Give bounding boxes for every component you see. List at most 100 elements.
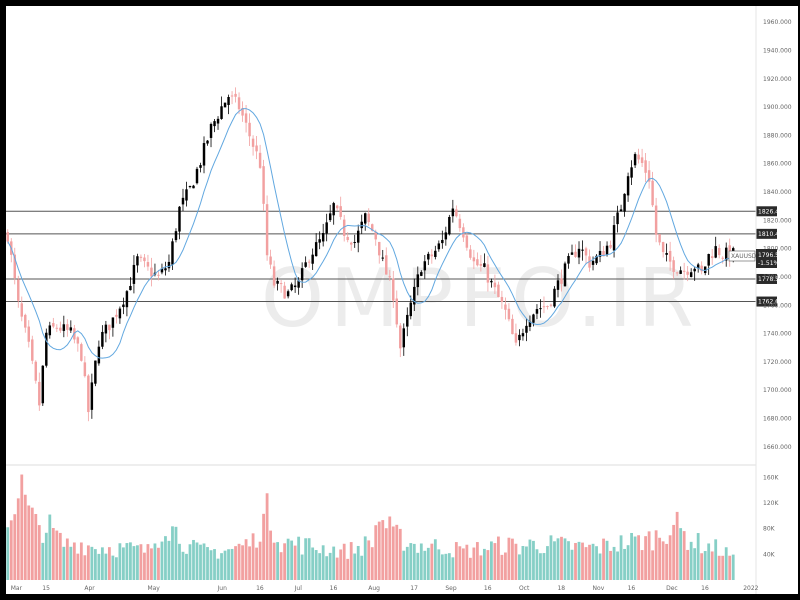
volume-bar — [136, 545, 139, 580]
volume-bar — [703, 551, 707, 580]
axis-tags: 1796.550 -1.51% XAUUSD — [728, 249, 787, 268]
volume-bar — [370, 547, 374, 580]
volume-bar — [612, 546, 616, 580]
price-tick-label: 1780.000 — [763, 274, 792, 281]
symbol-label: XAUUSD — [731, 253, 757, 260]
candle-body — [602, 251, 605, 257]
candle-body — [24, 314, 27, 328]
candle-body — [66, 324, 69, 330]
candle-body — [111, 317, 115, 328]
candle-body — [220, 106, 223, 119]
candle-body — [104, 324, 108, 334]
volume-bar — [514, 543, 518, 580]
candle-body — [612, 225, 616, 251]
symbol-label-box — [728, 250, 756, 262]
candle-body — [188, 186, 192, 188]
volume-bar — [528, 539, 532, 580]
volume-bar — [395, 524, 399, 580]
volume-bar — [553, 541, 556, 580]
time-tick-label: Oct — [519, 585, 530, 592]
volume-bar — [405, 546, 409, 580]
volume-bar — [367, 540, 371, 580]
volume-bar — [479, 555, 483, 580]
candle-body — [700, 265, 703, 272]
candle-body — [724, 247, 728, 261]
volume-bar — [44, 532, 48, 580]
candle-body — [514, 333, 518, 343]
candle-body — [546, 306, 549, 308]
candle-body — [353, 242, 356, 244]
volume-bar — [107, 547, 111, 580]
volume-bar — [153, 543, 157, 580]
volume-bar — [633, 536, 637, 580]
candle-body — [444, 232, 448, 240]
volume-bar — [626, 545, 630, 580]
volume-bar — [500, 554, 504, 580]
candle-body — [493, 282, 497, 288]
candle-body — [279, 283, 283, 285]
candle-body — [125, 291, 129, 308]
candle-body — [626, 176, 630, 196]
candle-body — [262, 166, 265, 204]
volume-bar — [178, 543, 181, 580]
candle-body — [584, 248, 588, 256]
candle-body — [409, 302, 413, 317]
volume-bar — [423, 550, 427, 580]
candle-body — [45, 332, 48, 366]
volume-bar — [489, 541, 493, 580]
volume-bar — [661, 541, 665, 580]
volume-bar — [710, 551, 714, 580]
volume-bar — [570, 549, 574, 580]
price-tick-label: 1720.000 — [763, 359, 792, 366]
candle-body — [430, 254, 434, 257]
volume-bar — [76, 553, 80, 580]
volume-bar — [293, 545, 297, 580]
candle-body — [129, 285, 132, 291]
volume-bar — [647, 531, 651, 580]
candle-body — [486, 264, 490, 283]
time-tick-label: 16 — [701, 585, 709, 592]
candle-body — [374, 231, 377, 240]
volume-bar — [595, 546, 598, 580]
volume-bar — [192, 539, 195, 580]
volume-bar — [493, 543, 497, 580]
candle-body — [171, 241, 174, 265]
volume-bar — [321, 545, 325, 580]
candle-body — [367, 213, 370, 223]
price-chart[interactable]: OMPFO.IR 1826.400 1810.460 1778.580 1762.64… — [6, 6, 798, 594]
candle-body — [20, 303, 23, 317]
volume-bar — [346, 558, 350, 580]
candle-body — [52, 323, 55, 327]
volume-bar — [465, 544, 469, 580]
candle-body — [521, 333, 525, 337]
candle-body — [80, 344, 83, 361]
candle-body — [290, 284, 293, 291]
volume-bar — [451, 557, 455, 580]
candle-body — [258, 152, 262, 168]
volume-bar — [630, 532, 633, 580]
level-tag: 1762.640 — [758, 299, 787, 306]
candle-body — [209, 123, 213, 138]
candle-body — [276, 280, 279, 284]
time-tick-label: Nov — [593, 585, 605, 592]
candle-body — [637, 154, 640, 160]
price-tick-label: 1860.000 — [763, 161, 792, 168]
volume-bar — [237, 543, 241, 580]
volume-bar — [574, 542, 577, 580]
volume-bar — [588, 544, 591, 580]
volume-bar — [65, 538, 69, 580]
candle-body — [286, 291, 290, 297]
candle-body — [34, 361, 38, 381]
candle-body — [213, 121, 216, 127]
time-tick-label: Sep — [445, 585, 457, 592]
candle-body — [300, 268, 304, 281]
candle-body — [490, 280, 493, 283]
level-tag: 1810.460 — [758, 231, 787, 238]
volume-bar — [304, 538, 308, 580]
time-axis[interactable]: Mar 15 Apr May Jun 16 Jul 16 Aug 17 Sep 16 Oct 18 Nov 1… — [11, 585, 759, 592]
volume-bar — [521, 545, 525, 580]
price-axis[interactable]: 1960.000 1940.000 1920.000 1900.000 1880.000… — [763, 19, 792, 451]
candle-body — [644, 160, 647, 173]
volume-bar — [668, 535, 672, 580]
